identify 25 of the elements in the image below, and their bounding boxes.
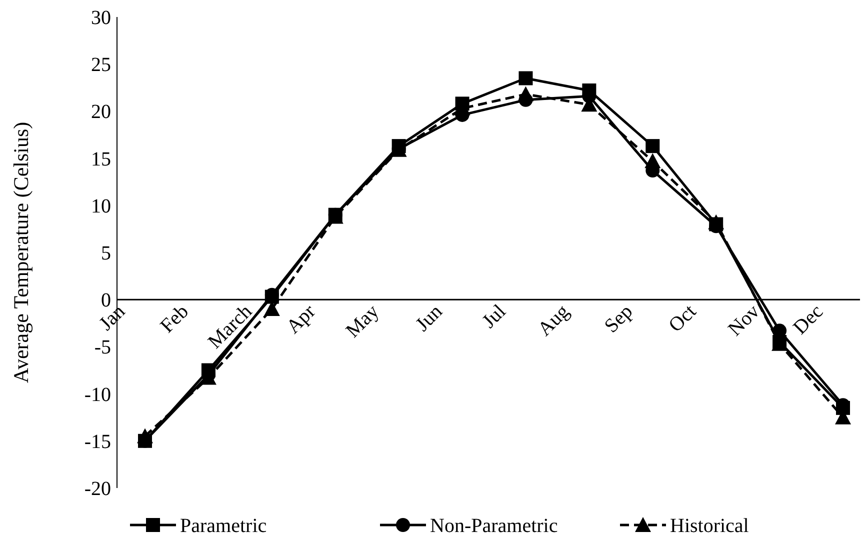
y-tick-label: 5 [101,242,111,264]
x-tick-label: May [342,300,384,342]
x-tick-label: Nov [724,300,764,340]
y-tick-label: 10 [91,195,111,218]
y-tick-label: 15 [91,148,111,170]
legend-label: Parametric [180,515,267,537]
x-tick-label: Sep [600,300,638,338]
legend-label: Historical [670,515,750,537]
y-axis-title: Average Temperature (Celsius) [9,122,33,384]
x-tick-label: Oct [664,300,701,337]
y-tick-label: 20 [91,101,111,124]
x-tick-label: Apr [282,300,320,338]
y-tick-label: -20 [84,478,111,500]
y-tick-label: 0 [101,290,111,312]
y-tick-label: 30 [91,7,111,29]
x-tick-label: Feb [156,300,193,338]
y-tick-label: 25 [91,54,111,76]
legend-label: Non-Parametric [430,515,558,537]
x-tick-label: Dec [789,300,828,339]
y-tick-label: -10 [84,384,111,406]
y-tick-label: -5 [94,336,111,359]
y-tick-label: -15 [84,430,111,453]
x-tick-label: Jun [412,300,447,336]
x-tick-label: Aug [534,300,574,340]
x-tick-label: Jul [478,300,511,333]
